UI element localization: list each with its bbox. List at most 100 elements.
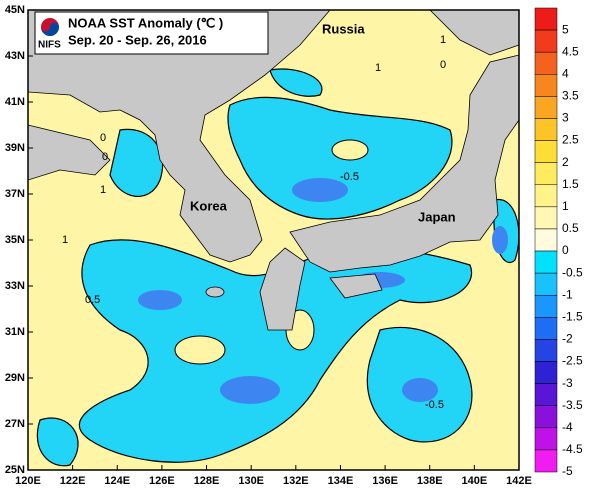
- y-tick-label: 37N: [5, 188, 25, 200]
- x-tick-label: 120E: [15, 475, 41, 487]
- contour-label: -0.5: [340, 171, 359, 183]
- x-tick-label: 128E: [194, 475, 220, 487]
- colorbar-bin: [534, 96, 558, 119]
- y-tick-label: 33N: [5, 280, 25, 292]
- place-label: Russia: [322, 21, 365, 36]
- colorbar-label: 4: [562, 66, 569, 80]
- y-tick-label: 31N: [5, 326, 25, 338]
- map-area: [28, 10, 519, 470]
- colorbar-bin: [534, 294, 558, 318]
- subtitle: Sep. 20 - Sep. 26, 2016: [68, 32, 207, 47]
- kyushu: [259, 247, 306, 331]
- colorbar-bin: [534, 250, 558, 274]
- colorbar-bin: [534, 272, 558, 296]
- contour-label: 0: [102, 151, 108, 163]
- colorbar-label: 0.5: [562, 221, 579, 235]
- contour-label: 1: [440, 34, 446, 46]
- x-tick-label: 142E: [506, 475, 532, 487]
- colorbar: 5 4.5 4 3.5 3 2.5 2 1.5 1 0.5 0 -0.5 -1 -1.5 -2 -2.5 -3 -…: [534, 7, 583, 478]
- colorbar-bin: [534, 206, 558, 230]
- mainland: [28, 10, 331, 263]
- colorbar-bin: [534, 449, 558, 473]
- contour-label: 0: [100, 132, 106, 144]
- colorbar-label: 3.5: [562, 89, 579, 103]
- y-tick-label: 35N: [5, 234, 25, 246]
- shandong: [28, 124, 111, 181]
- honshu: [289, 54, 519, 273]
- colorbar-label: -1: [562, 287, 573, 301]
- place-label: Japan: [418, 209, 456, 224]
- y-tick-label: 25N: [5, 464, 25, 476]
- colorbar-bin: [534, 405, 558, 429]
- colorbar-bin: [534, 118, 558, 141]
- colorbar-bin: [534, 140, 558, 163]
- y-tick-label: 43N: [5, 50, 25, 62]
- anomaly-area: [269, 68, 323, 97]
- colorbar-label: -3: [562, 376, 573, 390]
- colorbar-label: -5: [562, 464, 573, 478]
- colorbar-label: 2: [562, 155, 569, 169]
- colorbar-label: 0: [562, 243, 569, 257]
- y-tick-label: 39N: [5, 142, 25, 154]
- colorbar-bin: [534, 7, 558, 31]
- colorbar-label: 1.5: [562, 177, 579, 191]
- logo-bottom: [41, 22, 60, 36]
- colorbar-label: -2.5: [562, 354, 583, 368]
- colorbar-label: -2: [562, 332, 573, 346]
- x-tick-label: 126E: [149, 475, 175, 487]
- colorbar-label: 4.5: [562, 44, 579, 58]
- colorbar-label: -4: [562, 420, 573, 434]
- x-tick-label: 122E: [60, 475, 86, 487]
- x-tick-label: 130E: [238, 475, 264, 487]
- contour-label: 1: [375, 62, 381, 74]
- colorbar-bin: [534, 339, 558, 362]
- contour-label: 0: [440, 59, 446, 71]
- colorbar-label: -4.5: [562, 442, 583, 456]
- colorbar-label: 1: [562, 199, 569, 213]
- colorbar-bin: [534, 184, 558, 208]
- title: NOAA SST Anomaly (℃ ): [68, 15, 223, 30]
- colorbar-label: -0.5: [562, 265, 583, 279]
- title-bg: [34, 11, 269, 55]
- place-label: Korea: [190, 198, 228, 213]
- y-tick-label: 45N: [5, 4, 25, 16]
- jeju: [205, 286, 225, 298]
- colorbar-bin: [534, 162, 558, 186]
- anomaly-area: [109, 128, 164, 197]
- axes: 120E 122E 124E 126E 128E 130E 132E 134E 136E 138E…: [5, 4, 532, 487]
- colorbar-label: 5: [562, 22, 569, 36]
- colorbar-label: -3.5: [562, 398, 583, 412]
- title-box: NIFS NOAA SST Anomaly (℃ ) Sep. 20 - Sep…: [34, 11, 269, 55]
- contour-label: 1: [100, 184, 106, 196]
- anomaly-area: [36, 417, 79, 467]
- logo-text: NIFS: [38, 40, 61, 51]
- y-tick-label: 29N: [5, 372, 25, 384]
- colorbar-bin: [534, 228, 558, 252]
- contour-label: 1: [62, 234, 68, 246]
- colorbar-bin: [534, 317, 558, 340]
- y-tick-label: 41N: [5, 96, 25, 108]
- colorbar-bin: [534, 361, 558, 384]
- colorbar-label: 3: [562, 111, 569, 125]
- hokkaido: [429, 10, 519, 56]
- x-tick-label: 124E: [104, 475, 130, 487]
- colorbar-bin: [534, 29, 558, 53]
- x-tick-label: 136E: [372, 475, 398, 487]
- contour-label: 0.5: [85, 294, 100, 306]
- x-tick-label: 138E: [417, 475, 443, 487]
- y-tick-label: 27N: [5, 418, 25, 430]
- shikoku: [329, 273, 383, 299]
- colorbar-bin: [534, 74, 558, 97]
- colorbar-label: 2.5: [562, 133, 579, 147]
- x-tick-label: 134E: [328, 475, 354, 487]
- colorbar-bin: [534, 51, 558, 75]
- x-tick-label: 140E: [462, 475, 488, 487]
- x-tick-label: 132E: [283, 475, 309, 487]
- colorbar-bin: [534, 427, 558, 451]
- land: [28, 10, 519, 331]
- strong-anomaly: [138, 178, 508, 404]
- colorbar-label: -1.5: [562, 310, 583, 324]
- colorbar-bin: [534, 383, 558, 406]
- contour-label: -0.5: [425, 399, 444, 411]
